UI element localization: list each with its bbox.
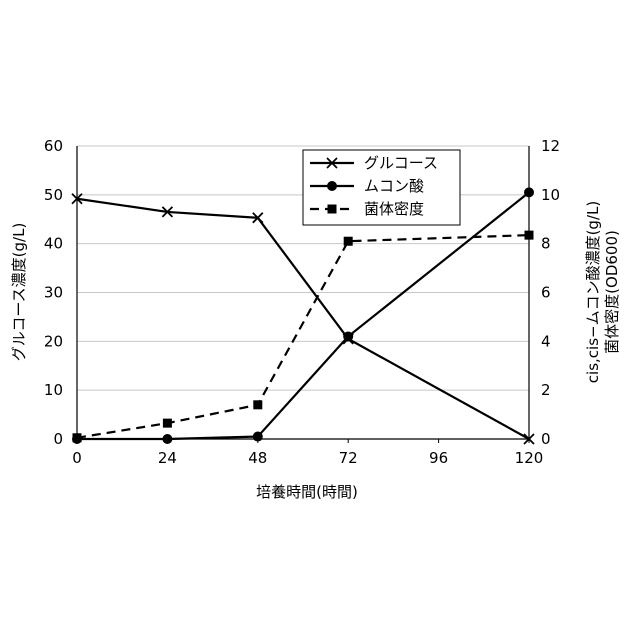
legend: グルコースムコン酸菌体密度: [303, 150, 460, 225]
y-left-tick-label: 20: [44, 332, 63, 350]
y-right-tick-label: 8: [541, 235, 551, 253]
data-point: [524, 187, 534, 197]
data-point: [162, 434, 172, 444]
x-tick-label: 120: [515, 449, 544, 467]
y-axis-right-title-line2: 菌体密度(OD600): [603, 230, 621, 354]
y-left-tick-label: 40: [44, 235, 63, 253]
series-line: [77, 235, 529, 438]
x-tick-label: 48: [248, 449, 267, 467]
legend-label: ムコン酸: [364, 177, 424, 195]
legend-marker: [327, 181, 337, 191]
data-point: [525, 231, 534, 240]
y-left-tick-label: 10: [44, 381, 63, 399]
y-right-tick-label: 4: [541, 332, 551, 350]
y-right-tick-label: 10: [541, 186, 560, 204]
y-axis-left-title: グルコース濃度(g/L): [10, 223, 28, 362]
x-axis-title: 培養時間(時間): [256, 483, 358, 501]
y-axis-right-title-line1: cis,cis−ムコン酸濃度(g/L): [584, 201, 602, 383]
x-tick-label: 96: [429, 449, 448, 467]
data-point: [253, 400, 262, 409]
data-point: [253, 432, 263, 442]
y-right-tick-label: 0: [541, 430, 551, 448]
y-right-tick-label: 6: [541, 284, 551, 302]
series-1: [72, 194, 534, 444]
y-left-tick-label: 30: [44, 284, 63, 302]
data-point: [344, 237, 353, 246]
y-right-tick-label: 2: [541, 381, 551, 399]
data-point: [73, 433, 82, 442]
x-tick-label: 72: [339, 449, 358, 467]
data-point: [163, 419, 172, 428]
legend-label: 菌体密度: [364, 200, 424, 218]
data-point: [343, 331, 353, 341]
y-right-tick-label: 12: [541, 137, 560, 155]
series-layer: [72, 187, 534, 444]
x-tick-label: 24: [158, 449, 177, 467]
legend-label: グルコース: [364, 154, 438, 172]
y-left-tick-label: 60: [44, 137, 63, 155]
series-2: [72, 187, 534, 444]
legend-marker: [328, 205, 337, 214]
x-tick-label: 0: [72, 449, 82, 467]
y-left-tick-label: 0: [53, 430, 63, 448]
tick-labels: 0244872961200102030405060024681012: [44, 137, 560, 467]
series-3: [73, 231, 534, 443]
series-line: [77, 199, 529, 439]
y-left-tick-label: 50: [44, 186, 63, 204]
